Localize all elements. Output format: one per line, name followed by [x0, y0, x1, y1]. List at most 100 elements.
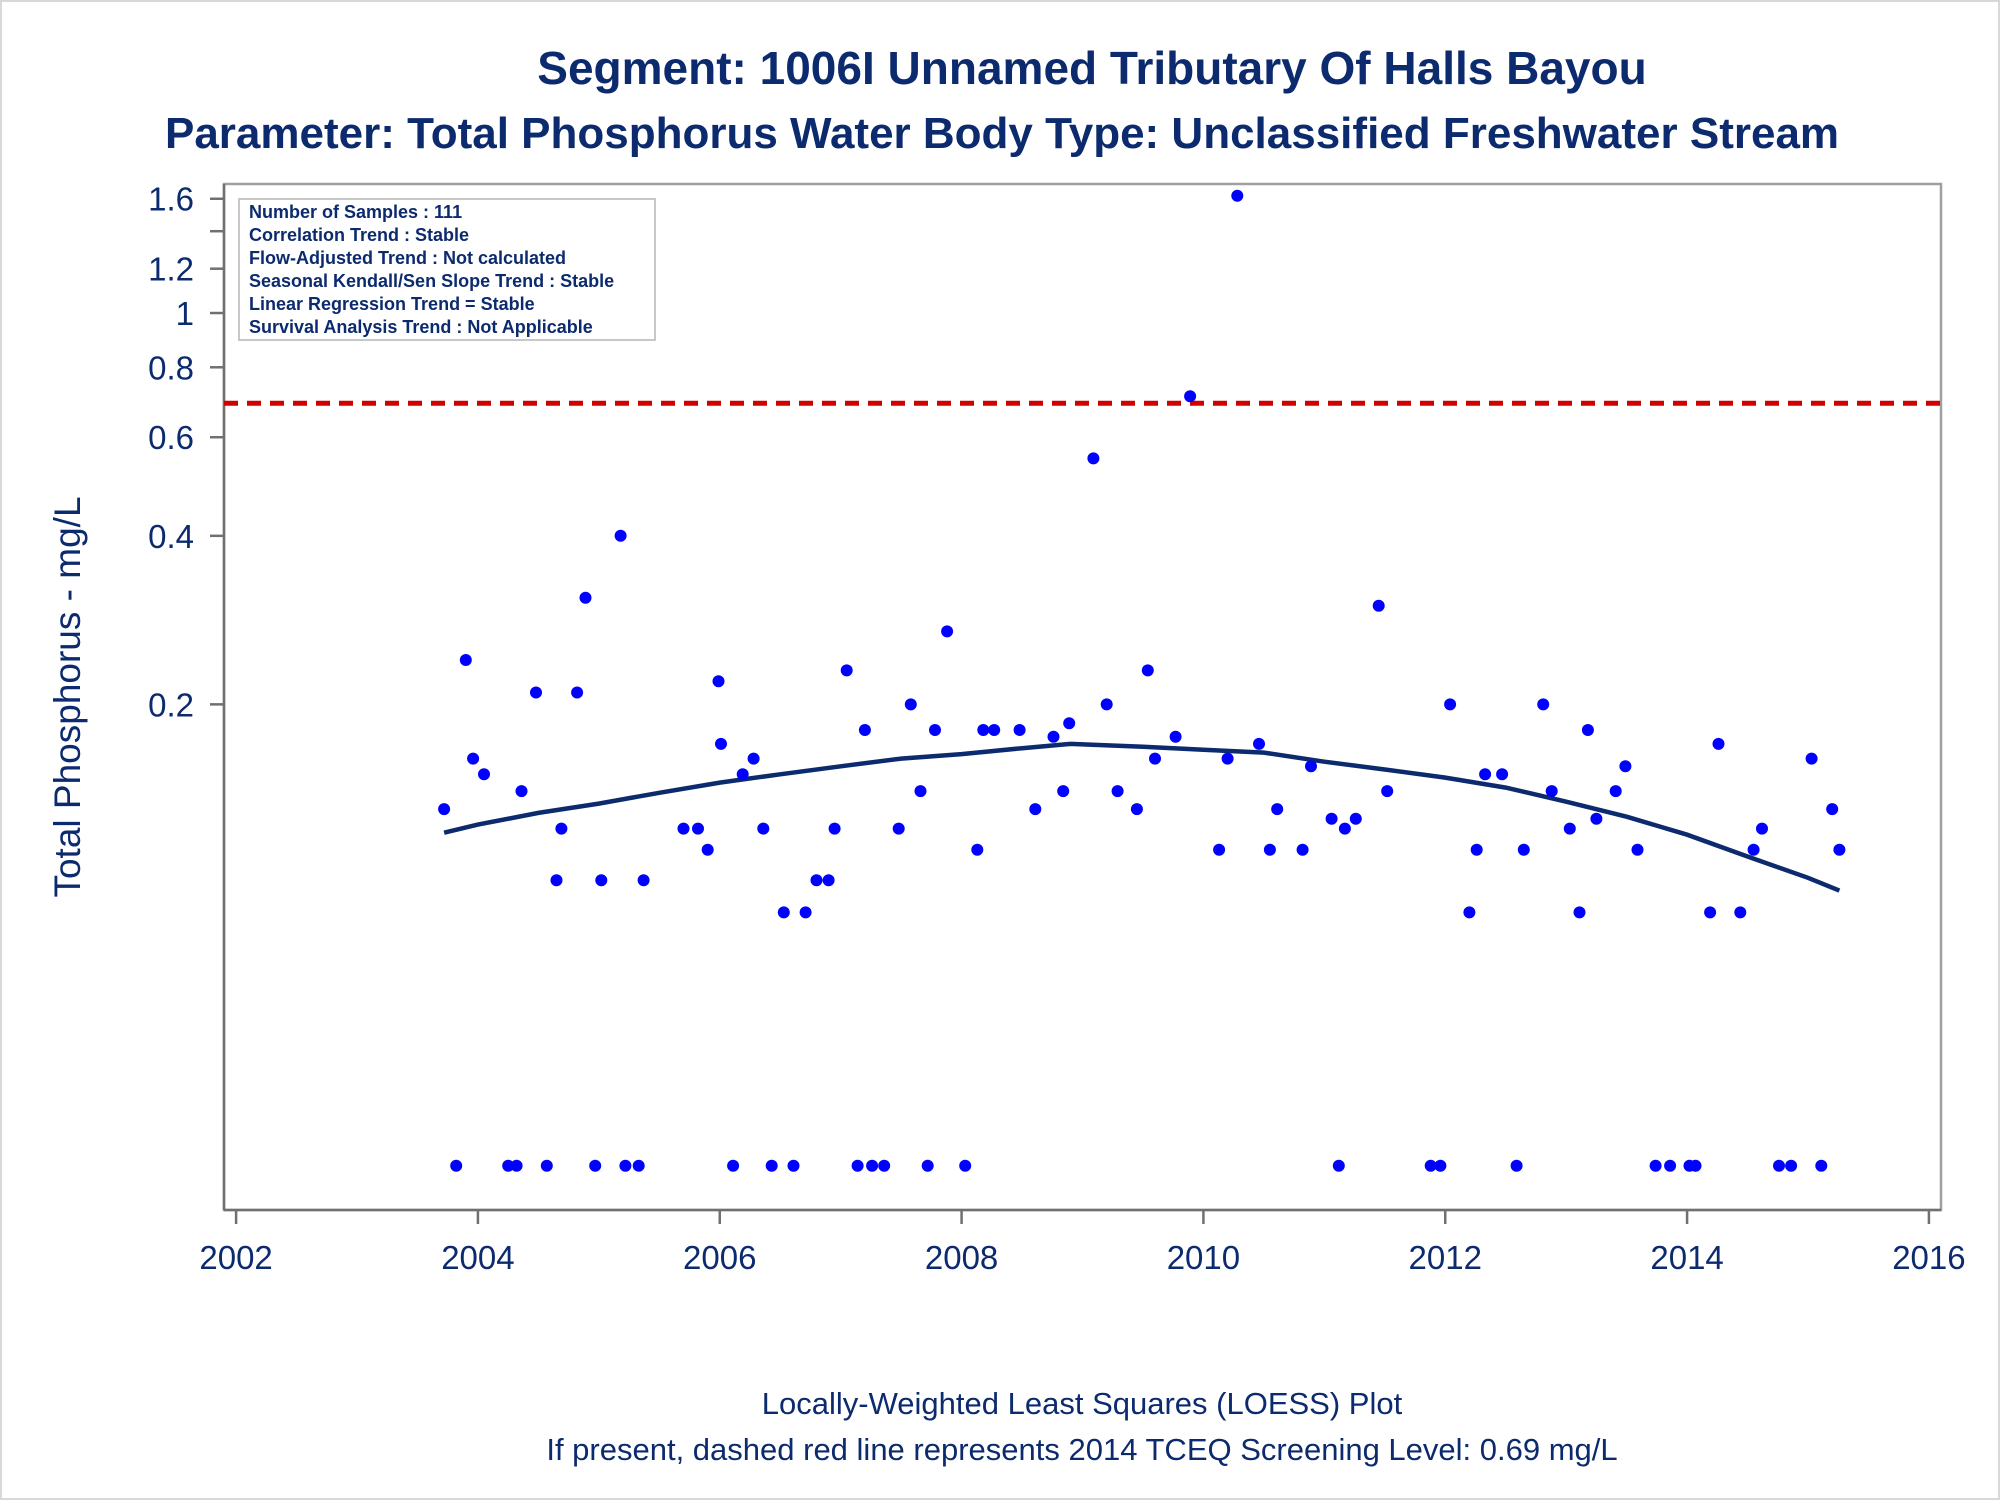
data-point [571, 686, 584, 699]
data-point [777, 906, 790, 919]
sample-points [438, 189, 1846, 1172]
y-tick-label: 0.2 [148, 686, 194, 723]
data-point [1496, 768, 1509, 781]
data-point [1029, 803, 1042, 816]
data-point [637, 874, 650, 887]
data-point [840, 664, 853, 677]
data-point [1704, 906, 1717, 919]
data-point [1047, 730, 1060, 743]
data-point [1649, 1159, 1662, 1172]
data-point [438, 803, 451, 816]
y-axis-label: Total Phosphorus - mg/L [47, 496, 88, 897]
data-point [1149, 752, 1161, 765]
data-point [727, 1159, 740, 1172]
data-point [502, 1159, 515, 1172]
data-point [1424, 1159, 1437, 1172]
data-point [712, 675, 725, 688]
data-point [736, 768, 749, 781]
data-point [1130, 803, 1143, 816]
data-point [1444, 698, 1457, 711]
y-tick-label: 0.4 [148, 518, 194, 555]
data-point [1545, 785, 1558, 798]
data-point [858, 724, 871, 736]
x-tick-label: 2002 [199, 1239, 272, 1276]
data-point [1231, 189, 1244, 202]
data-point [701, 843, 714, 856]
data-point [1063, 717, 1076, 730]
data-point [1479, 768, 1492, 781]
data-point [988, 724, 1001, 736]
stat-line: Linear Regression Trend = Stable [249, 294, 535, 314]
data-point [1087, 452, 1100, 465]
stat-line: Flow-Adjusted Trend : Not calculated [249, 248, 566, 268]
y-tick-label: 1 [176, 295, 194, 332]
data-point [1013, 724, 1026, 736]
data-point [828, 822, 841, 835]
stat-line: Survival Analysis Trend : Not Applicable [249, 317, 593, 337]
data-point [1057, 785, 1070, 798]
data-point [977, 724, 990, 736]
data-point [555, 822, 568, 835]
data-point [1141, 664, 1154, 677]
data-point [1664, 1159, 1677, 1172]
data-point [1815, 1159, 1828, 1172]
x-axis-ticks: 2002 2004 2006 2008 2010 2012 2014 2016 [199, 1210, 1966, 1276]
data-point [677, 822, 690, 835]
data-point [1296, 843, 1309, 856]
chart-title: Segment: 1006I Unnamed Tributary Of Hall… [537, 42, 1646, 94]
data-point [1100, 698, 1113, 711]
stats-box: Number of Samples : 111 Correlation Tren… [238, 198, 656, 341]
data-point [467, 752, 480, 765]
y-axis-ticks: 0.2 0.4 0.6 0.8 1 1.2 1.6 [148, 181, 224, 723]
data-point [892, 822, 905, 835]
data-point [914, 785, 927, 798]
data-point [715, 737, 727, 750]
chart-subtitle: Parameter: Total Phosphorus Water Body T… [165, 109, 1839, 158]
stat-line: Number of Samples : 111 [249, 202, 462, 222]
data-point [1463, 906, 1476, 919]
data-point [866, 1159, 879, 1172]
footnote-screening: If present, dashed red line represents 2… [546, 1432, 1617, 1467]
data-point [540, 1159, 553, 1172]
data-point [515, 785, 528, 798]
data-point [1619, 760, 1632, 773]
data-point [941, 625, 954, 638]
data-point [1712, 737, 1725, 750]
data-point [959, 1159, 972, 1172]
data-point [550, 874, 563, 887]
data-point [1609, 785, 1622, 798]
x-tick-label: 2004 [441, 1239, 514, 1276]
data-point [1184, 390, 1197, 403]
data-point [595, 874, 608, 887]
data-point [450, 1159, 463, 1172]
data-point [1631, 843, 1644, 856]
data-point [1756, 822, 1768, 835]
x-tick-label: 2016 [1892, 1239, 1965, 1276]
data-point [1563, 822, 1576, 835]
x-tick-label: 2014 [1650, 1239, 1723, 1276]
data-point [1773, 1159, 1785, 1172]
x-tick-label: 2012 [1409, 1239, 1482, 1276]
data-point [1517, 843, 1530, 856]
data-point [1381, 785, 1394, 798]
loess-curve [443, 741, 1841, 893]
data-point [1169, 730, 1182, 743]
y-tick-label: 0.6 [148, 419, 194, 456]
data-point [929, 724, 941, 736]
data-point [904, 698, 917, 711]
data-point [1271, 803, 1284, 816]
data-point [851, 1159, 864, 1172]
data-point [747, 752, 760, 765]
data-point [1510, 1159, 1523, 1172]
y-tick-label: 1.2 [148, 251, 194, 288]
data-point [1111, 785, 1124, 798]
data-point [459, 654, 472, 666]
data-point [1689, 1159, 1702, 1172]
data-point [799, 906, 812, 919]
data-point [632, 1159, 645, 1172]
data-point [1805, 752, 1818, 765]
data-point [1434, 1159, 1447, 1172]
x-tick-label: 2006 [683, 1239, 756, 1276]
